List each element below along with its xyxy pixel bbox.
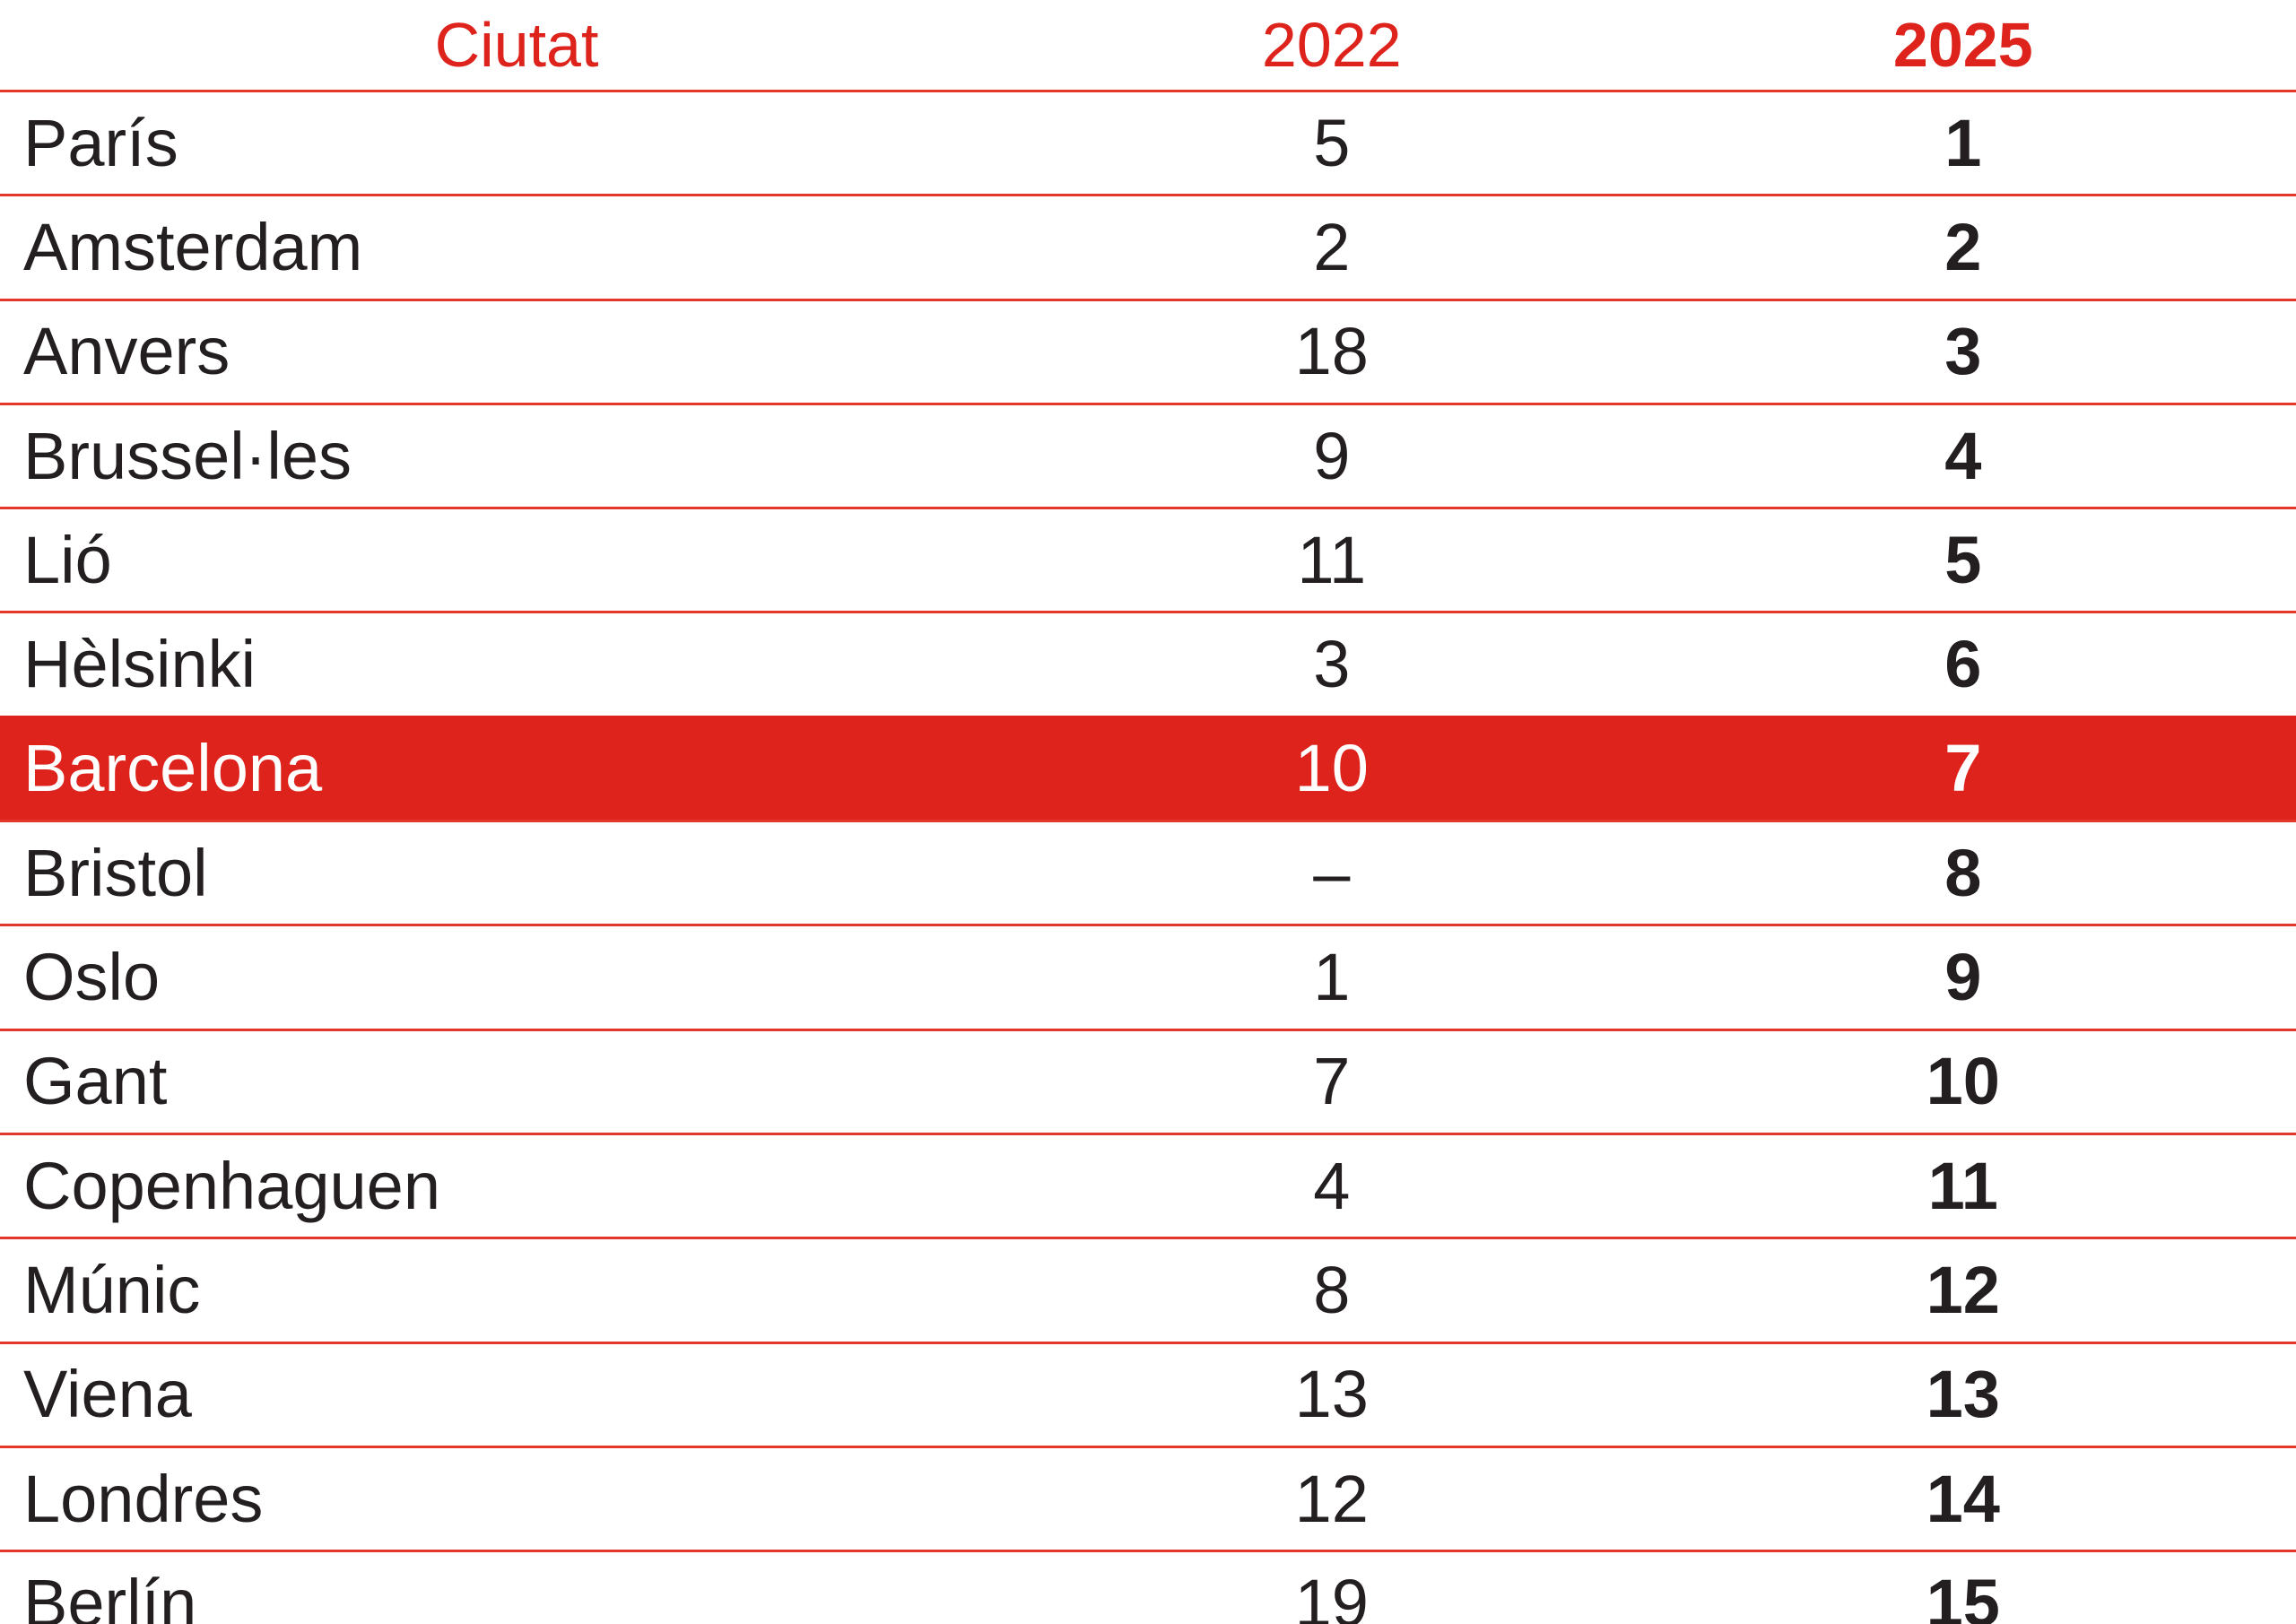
table-row: Berlín 19 15 xyxy=(0,1550,2296,1624)
rank-2022-cell: 7 xyxy=(1313,1044,1351,1119)
table-row: Lió 11 5 xyxy=(0,507,2296,611)
rank-2022-cell: 9 xyxy=(1313,418,1351,493)
rank-2022-cell: 13 xyxy=(1294,1357,1369,1432)
table-row: Brussel·les 9 4 xyxy=(0,402,2296,507)
rank-2025-cell: 5 xyxy=(1944,522,1982,597)
rank-2025-cell: 1 xyxy=(1944,105,1982,180)
table-row: Londres 12 14 xyxy=(0,1445,2296,1550)
city-cell: Londres xyxy=(23,1461,264,1536)
city-cell: Berlín xyxy=(23,1565,197,1624)
column-header-2025: 2025 xyxy=(1892,10,2033,80)
city-cell: Oslo xyxy=(23,940,161,1015)
table-row: Hèlsinki 3 6 xyxy=(0,611,2296,715)
rank-2022-cell: 10 xyxy=(1294,731,1369,806)
table-row: Oslo 1 9 xyxy=(0,924,2296,1028)
rank-2025-cell: 2 xyxy=(1944,209,1982,284)
city-cell: Bristol xyxy=(23,835,208,910)
column-header-2022: 2022 xyxy=(1261,10,1402,80)
rank-2025-cell: 8 xyxy=(1944,835,1982,910)
rank-2025-cell: 3 xyxy=(1944,314,1982,389)
city-cell: Gant xyxy=(23,1044,168,1119)
rank-2022-cell: – xyxy=(1313,835,1351,910)
table-row: Barcelona 10 7 xyxy=(0,715,2296,821)
rank-2025-cell: 6 xyxy=(1944,627,1982,702)
rank-2022-cell: 8 xyxy=(1313,1252,1351,1327)
city-cell: Copenhaguen xyxy=(23,1148,440,1223)
rank-2022-cell: 3 xyxy=(1313,627,1351,702)
rank-2022-cell: 12 xyxy=(1294,1461,1369,1536)
rank-2025-cell: 9 xyxy=(1944,940,1982,1015)
city-cell: Barcelona xyxy=(23,731,323,806)
city-cell: Viena xyxy=(23,1357,192,1432)
rank-2022-cell: 4 xyxy=(1313,1148,1351,1223)
table-row: Múnic 8 12 xyxy=(0,1237,2296,1341)
rank-2022-cell: 2 xyxy=(1313,209,1351,284)
rank-2025-cell: 11 xyxy=(1927,1148,1998,1223)
rank-2022-cell: 11 xyxy=(1297,522,1367,597)
rank-2025-cell: 15 xyxy=(1926,1565,2000,1624)
city-cell: Múnic xyxy=(23,1252,201,1327)
table-row: Amsterdam 2 2 xyxy=(0,194,2296,298)
table-row: París 5 1 xyxy=(0,90,2296,194)
city-cell: París xyxy=(23,105,178,180)
table-body: París 5 1 Amsterdam 2 2 Anvers 18 3 Brus… xyxy=(0,90,2296,1624)
rank-2025-cell: 4 xyxy=(1944,418,1982,493)
city-cell: Amsterdam xyxy=(23,209,363,284)
table-row: Anvers 18 3 xyxy=(0,298,2296,403)
rank-2025-cell: 13 xyxy=(1926,1357,2000,1432)
table-row: Viena 13 13 xyxy=(0,1341,2296,1446)
table-header-row: Ciutat 2022 2025 xyxy=(0,0,2296,90)
table-row: Copenhaguen 4 11 xyxy=(0,1132,2296,1237)
city-cell: Lió xyxy=(23,522,112,597)
table-row: Gant 7 10 xyxy=(0,1028,2296,1133)
rank-2022-cell: 1 xyxy=(1313,940,1351,1015)
city-cell: Anvers xyxy=(23,314,230,389)
city-cell: Hèlsinki xyxy=(23,627,257,702)
rank-2022-cell: 18 xyxy=(1294,314,1369,389)
rank-2025-cell: 10 xyxy=(1926,1044,2000,1119)
rank-2025-cell: 12 xyxy=(1926,1252,2000,1327)
city-cell: Brussel·les xyxy=(23,418,352,493)
rank-2022-cell: 19 xyxy=(1294,1565,1369,1624)
table-row: Bristol – 8 xyxy=(0,820,2296,924)
rank-2022-cell: 5 xyxy=(1313,105,1351,180)
column-header-ciutat: Ciutat xyxy=(434,10,599,80)
rank-2025-cell: 14 xyxy=(1926,1461,2000,1536)
rank-2025-cell: 7 xyxy=(1944,731,1982,806)
